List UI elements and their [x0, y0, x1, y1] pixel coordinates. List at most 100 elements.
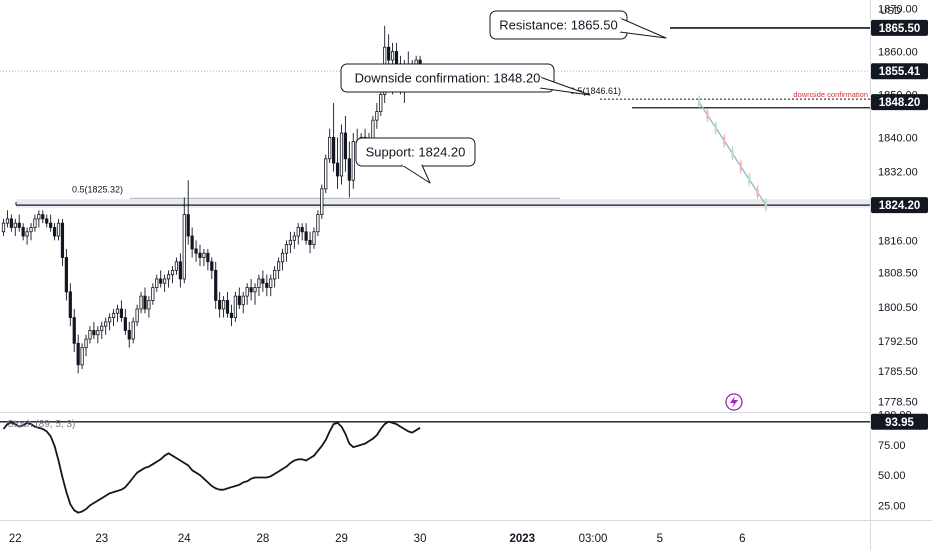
candle[interactable] [135, 304, 139, 327]
candle[interactable] [198, 244, 202, 267]
candle[interactable] [33, 214, 37, 232]
candle[interactable] [194, 240, 198, 262]
candle[interactable] [9, 214, 13, 232]
candle[interactable] [49, 214, 53, 232]
candle[interactable] [288, 231, 292, 254]
candle[interactable] [276, 257, 281, 279]
candle[interactable] [68, 283, 72, 327]
candle[interactable] [56, 218, 61, 241]
candle[interactable] [147, 296, 151, 318]
candle[interactable] [131, 317, 135, 344]
candle[interactable] [41, 210, 45, 224]
candle[interactable] [182, 197, 186, 284]
candle[interactable] [229, 304, 234, 327]
candle[interactable] [320, 184, 324, 219]
candle[interactable] [25, 227, 29, 245]
downside-callout-tail-joint [538, 76, 542, 89]
candle[interactable] [29, 223, 33, 241]
candle[interactable] [64, 248, 68, 301]
candle[interactable] [284, 240, 289, 262]
candle[interactable] [300, 223, 304, 241]
price-tag-0[interactable]: 1865.50 [871, 19, 928, 36]
candle[interactable] [84, 334, 88, 357]
candle[interactable] [210, 257, 214, 279]
candle[interactable] [202, 248, 206, 267]
candle[interactable] [190, 227, 194, 258]
stoch-tag[interactable]: 93.95 [871, 413, 928, 430]
candle[interactable] [178, 253, 182, 288]
candle[interactable] [218, 291, 222, 318]
candle[interactable] [76, 334, 80, 374]
candle[interactable] [292, 231, 296, 249]
candle[interactable] [104, 317, 108, 335]
candle[interactable] [253, 283, 257, 305]
candle[interactable] [273, 266, 277, 288]
candle[interactable] [52, 223, 57, 241]
candle[interactable] [316, 210, 320, 237]
candle[interactable] [166, 270, 171, 288]
candle[interactable] [5, 210, 10, 228]
candle[interactable] [214, 261, 218, 309]
time-axis[interactable]: 22 23 24 28 29 30 2023 03:00 5 6 [9, 533, 746, 545]
price-tag-1[interactable]: 1855.41 [871, 63, 928, 80]
candle[interactable] [37, 210, 41, 228]
candle[interactable] [127, 321, 131, 348]
candle[interactable] [339, 124, 344, 185]
candle[interactable] [347, 141, 351, 198]
candle[interactable] [174, 257, 179, 275]
flash-icon[interactable] [725, 393, 743, 411]
candle[interactable] [335, 137, 340, 189]
candle[interactable] [328, 128, 332, 164]
candle[interactable] [332, 103, 336, 172]
candle[interactable] [245, 283, 249, 305]
candle[interactable] [80, 343, 84, 370]
candle[interactable] [257, 274, 261, 297]
candle[interactable] [225, 291, 230, 318]
candle[interactable] [206, 248, 210, 271]
candle[interactable] [304, 223, 308, 245]
candle[interactable] [143, 287, 147, 314]
candle[interactable] [233, 291, 237, 322]
candle[interactable] [280, 248, 285, 271]
candle[interactable] [261, 270, 265, 292]
candle[interactable] [343, 115, 348, 172]
candle[interactable] [17, 214, 21, 232]
candle[interactable] [186, 180, 190, 245]
candle[interactable] [13, 218, 17, 237]
candle[interactable] [119, 300, 123, 322]
candle[interactable] [21, 223, 25, 241]
price-tag-2[interactable]: 1848.20 [871, 94, 928, 111]
candle[interactable] [159, 270, 163, 288]
candle[interactable] [221, 296, 226, 318]
candle[interactable] [155, 274, 159, 292]
candle[interactable] [296, 223, 300, 245]
candle[interactable] [60, 218, 65, 267]
price-tag-3[interactable]: 1824.20 [871, 197, 928, 214]
candle[interactable] [308, 231, 312, 254]
candle[interactable] [96, 326, 100, 344]
candle[interactable] [241, 291, 245, 314]
candle[interactable] [163, 274, 167, 292]
price-axis[interactable]: USD1870.001860.001850.001840.001832.0018… [871, 4, 928, 513]
candle[interactable] [100, 321, 104, 340]
candle[interactable] [265, 274, 269, 297]
candle[interactable] [115, 304, 120, 322]
candle[interactable] [111, 309, 116, 327]
candle[interactable] [237, 287, 241, 309]
candle[interactable] [151, 283, 155, 305]
candle[interactable] [249, 278, 253, 301]
candle[interactable] [92, 321, 96, 340]
candle[interactable] [45, 214, 49, 228]
candle[interactable] [1, 218, 6, 237]
candle[interactable] [72, 309, 76, 352]
candle[interactable] [88, 326, 92, 344]
candle[interactable] [324, 154, 328, 194]
candle[interactable] [123, 309, 127, 335]
candle[interactable] [139, 291, 143, 314]
candle[interactable] [351, 133, 355, 189]
candle[interactable] [312, 227, 316, 249]
candle[interactable] [108, 313, 112, 331]
candle[interactable] [170, 266, 175, 284]
candle[interactable] [375, 103, 379, 129]
candle[interactable] [269, 274, 273, 297]
